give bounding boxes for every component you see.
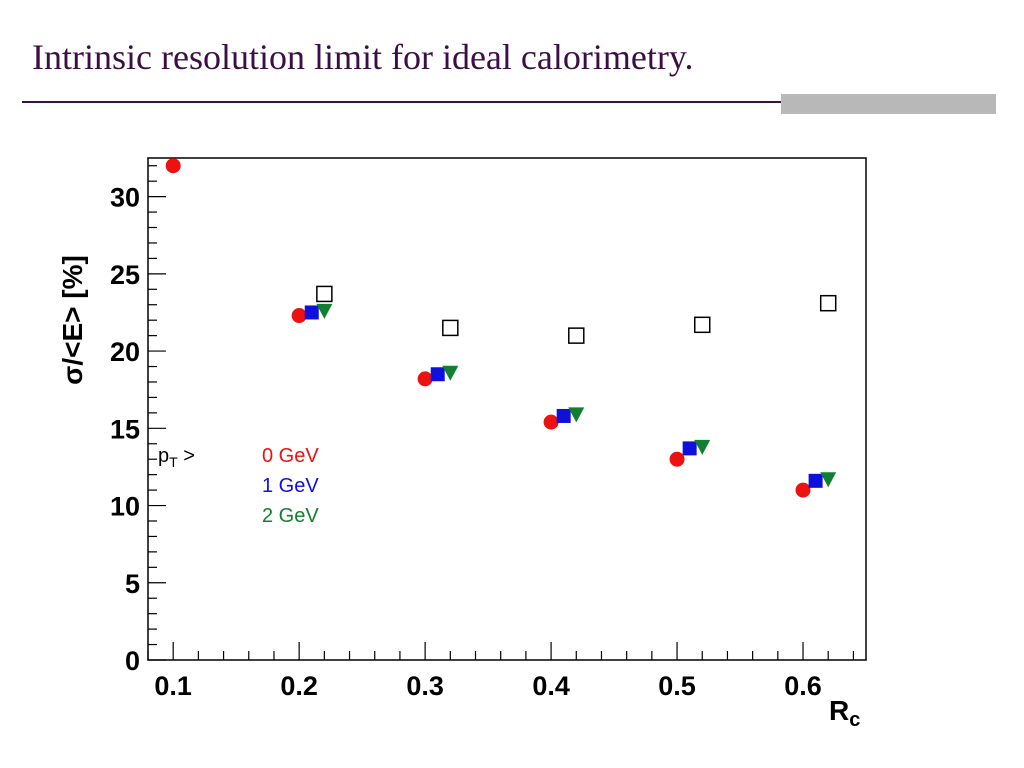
point-circle (291, 308, 307, 324)
y-tick-label: 20 (110, 337, 140, 367)
x-tick-label: 0.5 (658, 671, 696, 701)
y-tick-label: 5 (125, 569, 140, 599)
title-underline (22, 101, 994, 103)
point-triangle (316, 303, 333, 319)
legend: pT > 0 GeV 1 GeV 2 GeV (158, 445, 319, 527)
title-accent-bar (781, 94, 996, 114)
point-square (304, 305, 319, 320)
y-axis-ticks (148, 165, 166, 661)
point-circle (669, 451, 685, 467)
y-tick-label: 10 (110, 492, 140, 522)
x-tick-labels: 0.1 0.2 0.3 0.4 0.5 0.6 (154, 671, 821, 701)
y-tick-label: 15 (110, 414, 140, 444)
x-tick-label: 0.3 (406, 671, 444, 701)
y-tick-label: 25 (110, 260, 140, 290)
point-circle (543, 414, 559, 430)
y-tick-label: 30 (110, 183, 140, 213)
point-circle (795, 482, 811, 498)
point-square (808, 473, 823, 488)
point-open-square (316, 285, 333, 303)
point-square (556, 408, 571, 423)
x-tick-label: 0.1 (154, 671, 192, 701)
point-triangle (568, 407, 585, 423)
plot-frame (147, 157, 867, 661)
point-square (682, 441, 697, 456)
point-open-square (442, 319, 459, 337)
x-tick-label: 0.4 (532, 671, 570, 701)
point-circle (417, 371, 433, 387)
point-square (430, 367, 445, 382)
legend-entry-1-gev: 1 GeV (262, 475, 319, 497)
data-points (165, 158, 837, 498)
point-open-square (819, 294, 837, 312)
point-triangle (820, 472, 837, 488)
point-triangle (694, 439, 711, 455)
x-tick-label: 0.2 (280, 671, 318, 701)
point-open-square (568, 327, 585, 344)
legend-title: pT > (158, 445, 195, 470)
x-axis-title: Rc (829, 695, 860, 731)
legend-entry-0-gev: 0 GeV (262, 445, 319, 467)
slide-title: Intrinsic resolution limit for ideal cal… (32, 37, 694, 77)
y-tick-labels: 0 5 10 15 20 25 30 (110, 183, 140, 676)
x-tick-label: 0.6 (784, 671, 822, 701)
point-open-square (693, 316, 711, 334)
x-axis-ticks (147, 642, 855, 660)
point-triangle (442, 365, 459, 381)
y-tick-label: 0 (125, 646, 140, 676)
legend-entry-2-gev: 2 GeV (262, 505, 319, 527)
y-axis-title: σ/<E> [%] (57, 255, 88, 385)
point-circle (165, 158, 181, 174)
